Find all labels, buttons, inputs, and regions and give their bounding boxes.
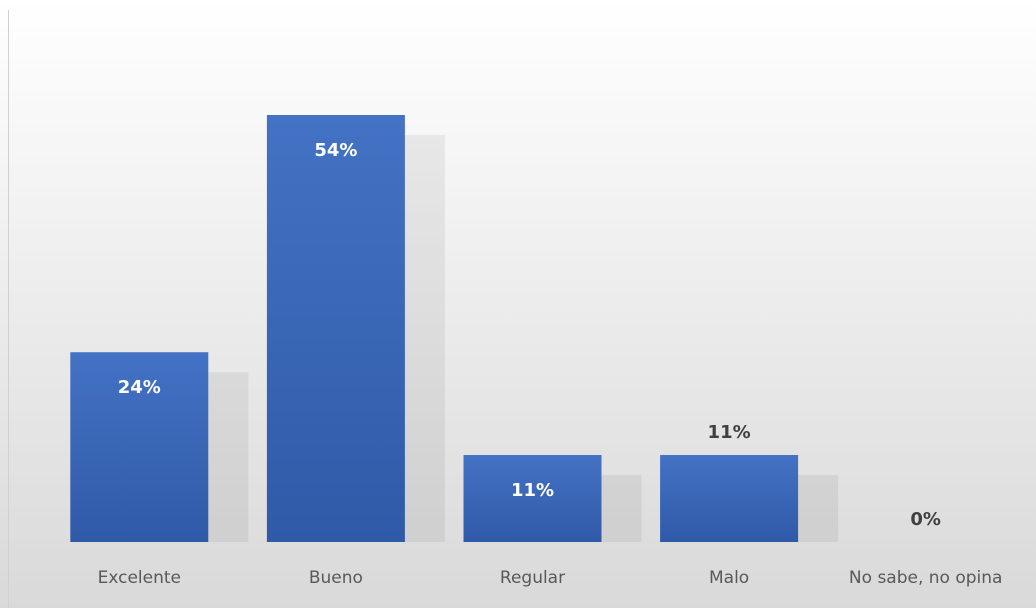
bar-shadow [404, 135, 445, 542]
bar [266, 115, 405, 542]
x-tick-label: Excelente [98, 568, 181, 588]
data-label: 11% [708, 422, 751, 443]
data-label: 0% [910, 509, 941, 530]
bar-shadow [208, 372, 249, 542]
data-label: 11% [511, 480, 554, 501]
bar [463, 455, 602, 542]
bar-shadow [601, 475, 642, 542]
bar [70, 352, 209, 542]
x-tick-label: Malo [709, 568, 749, 588]
x-tick-label: No sabe, no opina [849, 568, 1003, 588]
data-label: 24% [118, 377, 161, 398]
data-label: 54% [314, 140, 357, 161]
x-tick-label: Regular [500, 568, 565, 588]
x-tick-label: Bueno [309, 568, 363, 588]
bar [660, 455, 799, 542]
bar-shadow [798, 475, 839, 542]
